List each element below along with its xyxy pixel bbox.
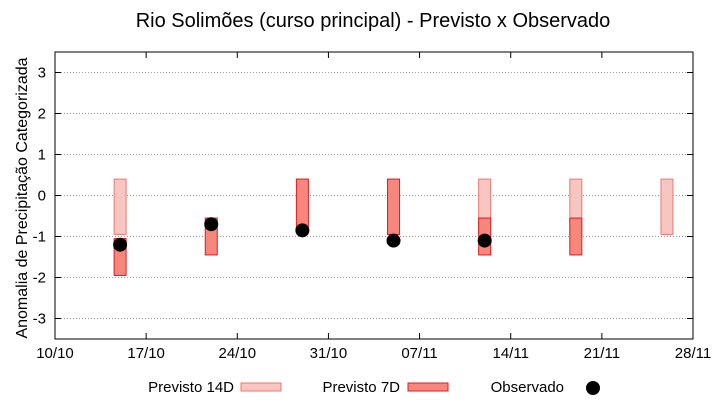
y-tick-label: 2 (38, 106, 46, 123)
x-tick-label: 28/11 (675, 345, 711, 362)
y-tick-label: 0 (38, 188, 46, 205)
y-tick-label: 3 (38, 65, 46, 82)
legend-swatch-previsto-7d (407, 382, 449, 392)
x-tick-label: 31/10 (310, 345, 348, 362)
plot-area (113, 178, 674, 276)
x-tick-label: 17/10 (127, 345, 165, 362)
previsto-14d-bar (113, 178, 127, 235)
legend: Previsto 14D Previsto 7D Observado (148, 379, 600, 396)
observado-point (204, 217, 219, 232)
x-tick-label: 10/10 (36, 345, 74, 362)
observado-point (113, 237, 128, 252)
x-tick-label: 07/11 (401, 345, 437, 362)
x-tick-label: 14/11 (492, 345, 528, 362)
legend-label-previsto-14d: Previsto 14D (148, 379, 234, 396)
legend-label-observado: Observado (491, 379, 564, 396)
y-tick-label: -2 (33, 270, 46, 287)
y-tick-label: -3 (33, 311, 46, 328)
legend-label-previsto-7d: Previsto 7D (322, 379, 400, 396)
legend-swatch-observado (586, 381, 600, 395)
observado-point (477, 233, 492, 248)
axis-ticks: 3 2 1 0 -1 -2 -3 10/10 17/10 24/10 31/10 07/11 14/11… (33, 52, 711, 362)
previsto-7d-bar (295, 178, 309, 231)
grid (55, 72, 693, 319)
legend-swatch-previsto-14d (240, 382, 282, 392)
y-tick-label: 1 (38, 147, 46, 164)
x-tick-label: 24/10 (219, 345, 257, 362)
previsto-7d-bar (569, 217, 583, 256)
y-axis-label: Anomalia de Precipitação Categorizada (14, 57, 31, 338)
chart-title: Rio Solimões (curso principal) - Previst… (136, 10, 611, 32)
previsto-14d-bar (660, 178, 674, 235)
y-tick-label: -1 (33, 229, 46, 246)
previsto-7d-bar (387, 178, 401, 235)
observado-point (295, 223, 310, 238)
x-tick-label: 21/11 (584, 345, 620, 362)
observado-point (386, 233, 401, 248)
